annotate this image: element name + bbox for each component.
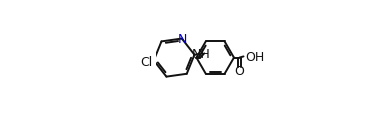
- Text: O: O: [234, 64, 245, 77]
- Text: Cl: Cl: [140, 56, 152, 68]
- Text: OH: OH: [245, 51, 264, 64]
- Text: N: N: [178, 32, 187, 45]
- Text: NH: NH: [192, 48, 211, 61]
